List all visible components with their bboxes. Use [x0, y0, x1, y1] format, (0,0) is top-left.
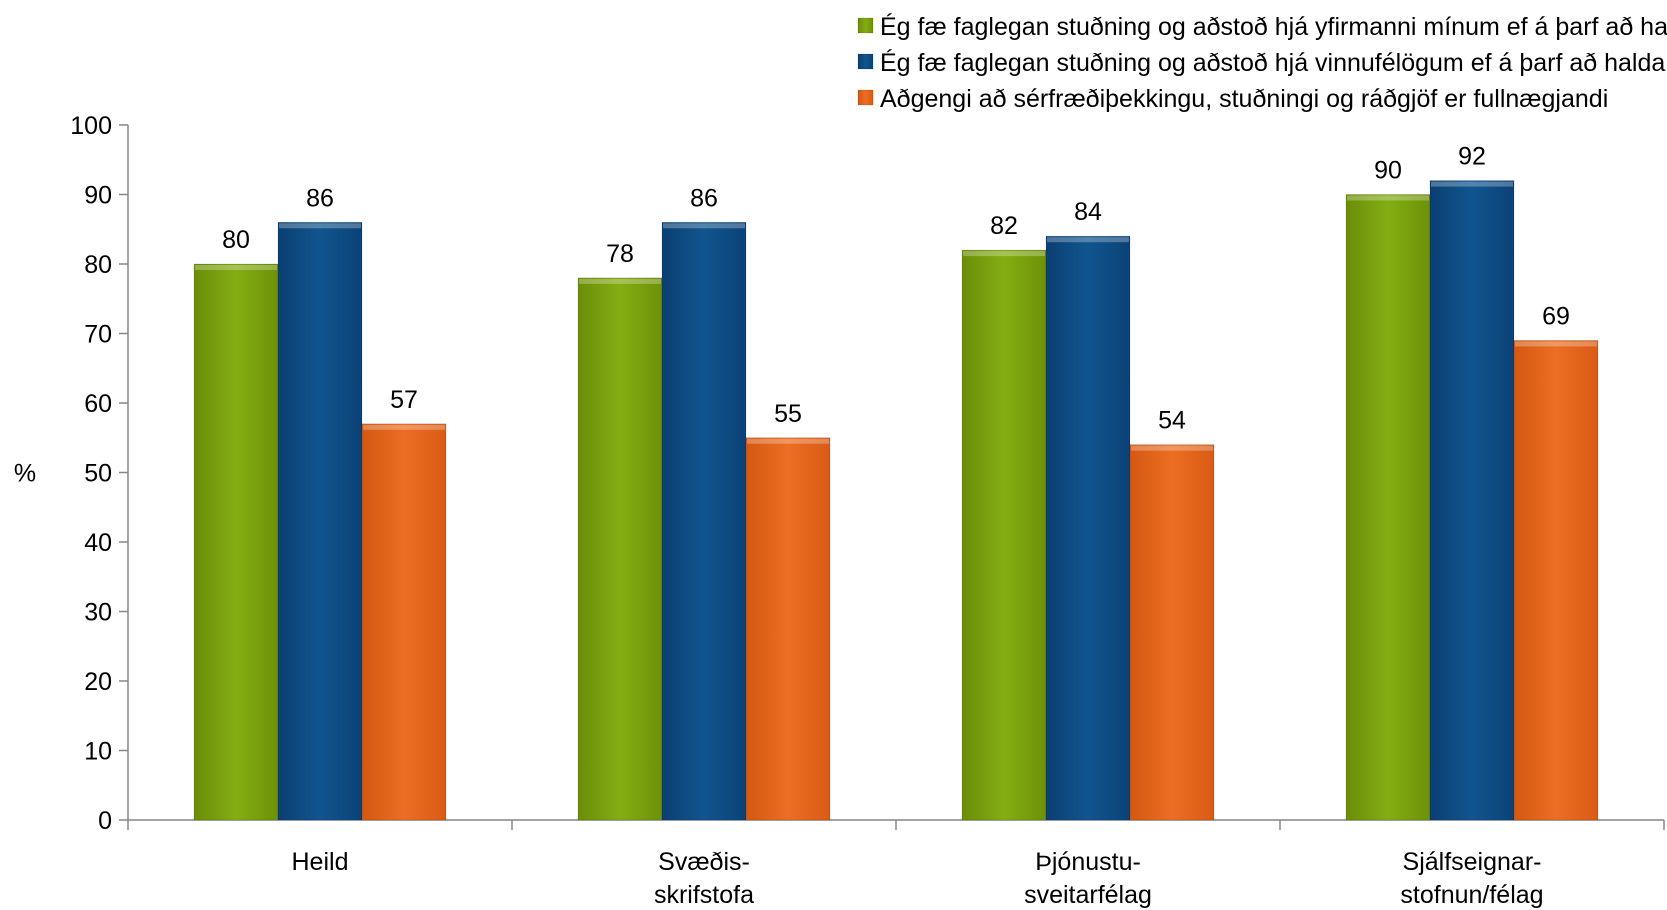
- bar-top-highlight: [1431, 181, 1513, 187]
- bar-top-highlight: [747, 438, 829, 444]
- bar-top-highlight: [663, 223, 745, 229]
- bar-value-label: 57: [390, 386, 418, 414]
- y-tick-label: 40: [84, 529, 112, 557]
- bar: [1513, 340, 1599, 821]
- x-category-label: Svæðis-skrifstofa: [654, 848, 754, 909]
- bar-group: [1513, 340, 1599, 821]
- x-axis: Heild Svæðis-skrifstofa Þjónustu-sveitarfé…: [127, 819, 1665, 909]
- bar: [961, 249, 1047, 821]
- y-tick-label: 20: [84, 668, 112, 696]
- bar-value-label: 82: [990, 212, 1018, 240]
- bar: [1429, 180, 1515, 821]
- bar: [1129, 444, 1215, 821]
- bar-group: [1429, 180, 1515, 821]
- bar-value-label: 86: [306, 184, 334, 212]
- x-category-label-line: Heild: [292, 848, 349, 876]
- bar: [277, 221, 363, 821]
- legend-label: Aðgengi að sérfræðiþekkingu, stuðningi o…: [880, 85, 1608, 113]
- x-category-label-line: sveitarfélag: [1024, 881, 1152, 909]
- y-tick-label: 70: [84, 321, 112, 349]
- bar: [745, 437, 831, 821]
- bars: [193, 180, 1599, 821]
- y-tick-label: 50: [84, 460, 112, 488]
- legend-label: Ég fæ faglegan stuðning og aðstoð hjá yf…: [880, 12, 1667, 41]
- bar-top-highlight: [363, 424, 445, 430]
- bar-group: [277, 221, 363, 821]
- legend-label: Ég fæ faglegan stuðning og aðstoð hjá vi…: [880, 48, 1665, 77]
- legend: Ég fæ faglegan stuðning og aðstoð hjá yf…: [857, 12, 1667, 113]
- bar-top-highlight: [1515, 341, 1597, 347]
- bar: [361, 423, 447, 821]
- bar-value-label: 92: [1458, 143, 1486, 171]
- x-category-label-line: stofnun/félag: [1400, 881, 1543, 909]
- x-category-label: Þjónustu-sveitarfélag: [1024, 848, 1152, 909]
- value-labels: 80 86 57 78 86 55 82 84 54 90 92 69: [222, 143, 1570, 435]
- bar-top-highlight: [1347, 195, 1429, 201]
- legend-swatch: [857, 53, 874, 70]
- bar: [1345, 194, 1431, 821]
- y-tick-label: 100: [70, 112, 112, 140]
- bar-group: [1129, 444, 1215, 821]
- legend-swatch: [857, 17, 874, 34]
- x-category-label-line: Þjónustu-: [1035, 848, 1141, 876]
- bar: [1045, 235, 1131, 821]
- bar-top-highlight: [195, 265, 277, 270]
- legend-item: Aðgengi að sérfræðiþekkingu, stuðningi o…: [857, 85, 1608, 113]
- x-category-label: Heild: [292, 848, 349, 876]
- bar: [577, 277, 663, 821]
- bar-value-label: 86: [690, 184, 718, 212]
- bar-group: [577, 277, 663, 821]
- y-tick-label: 60: [84, 390, 112, 418]
- bar-top-highlight: [579, 278, 661, 284]
- y-tick-label: 0: [98, 807, 112, 835]
- bar-group: [193, 263, 279, 821]
- bar-top-highlight: [1131, 445, 1213, 451]
- bar-value-label: 55: [774, 400, 802, 428]
- bar-top-highlight: [963, 251, 1045, 257]
- y-axis-title: %: [14, 460, 36, 488]
- bar-group: [361, 423, 447, 821]
- bar-value-label: 54: [1158, 407, 1186, 435]
- x-category-label-line: Svæðis-: [658, 848, 750, 876]
- bar-top-highlight: [1047, 237, 1129, 243]
- bar-group: [1345, 194, 1431, 821]
- x-category-label: Sjálfseignar-stofnun/félag: [1400, 848, 1543, 909]
- bar-group: [1045, 235, 1131, 821]
- bar-value-label: 90: [1374, 157, 1402, 185]
- y-tick-label: 30: [84, 599, 112, 627]
- bar-top-highlight: [279, 223, 361, 229]
- y-tick-label: 80: [84, 251, 112, 279]
- bar: [661, 221, 747, 821]
- bar-group: [661, 221, 747, 821]
- bar-value-label: 84: [1074, 198, 1102, 226]
- y-tick-label: 90: [84, 182, 112, 210]
- x-category-label-line: skrifstofa: [654, 881, 754, 909]
- legend-swatch: [857, 89, 874, 106]
- x-category-label-line: Sjálfseignar-: [1403, 848, 1542, 876]
- legend-item: Ég fæ faglegan stuðning og aðstoð hjá yf…: [857, 12, 1667, 41]
- bar-value-label: 69: [1542, 302, 1570, 330]
- bar-group: [745, 437, 831, 821]
- y-axis: 0 10 20 30 40 50 60 70 80 90 100: [70, 112, 129, 835]
- bar-group: [961, 249, 1047, 821]
- legend-item: Ég fæ faglegan stuðning og aðstoð hjá vi…: [857, 48, 1665, 77]
- bar: [193, 263, 279, 821]
- y-tick-label: 10: [84, 738, 112, 766]
- bar-value-label: 80: [222, 226, 250, 254]
- bar-value-label: 78: [606, 240, 634, 268]
